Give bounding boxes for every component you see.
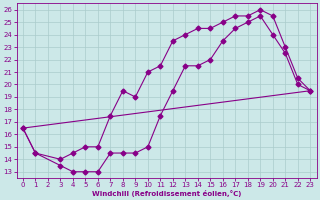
X-axis label: Windchill (Refroidissement éolien,°C): Windchill (Refroidissement éolien,°C) [92,190,241,197]
